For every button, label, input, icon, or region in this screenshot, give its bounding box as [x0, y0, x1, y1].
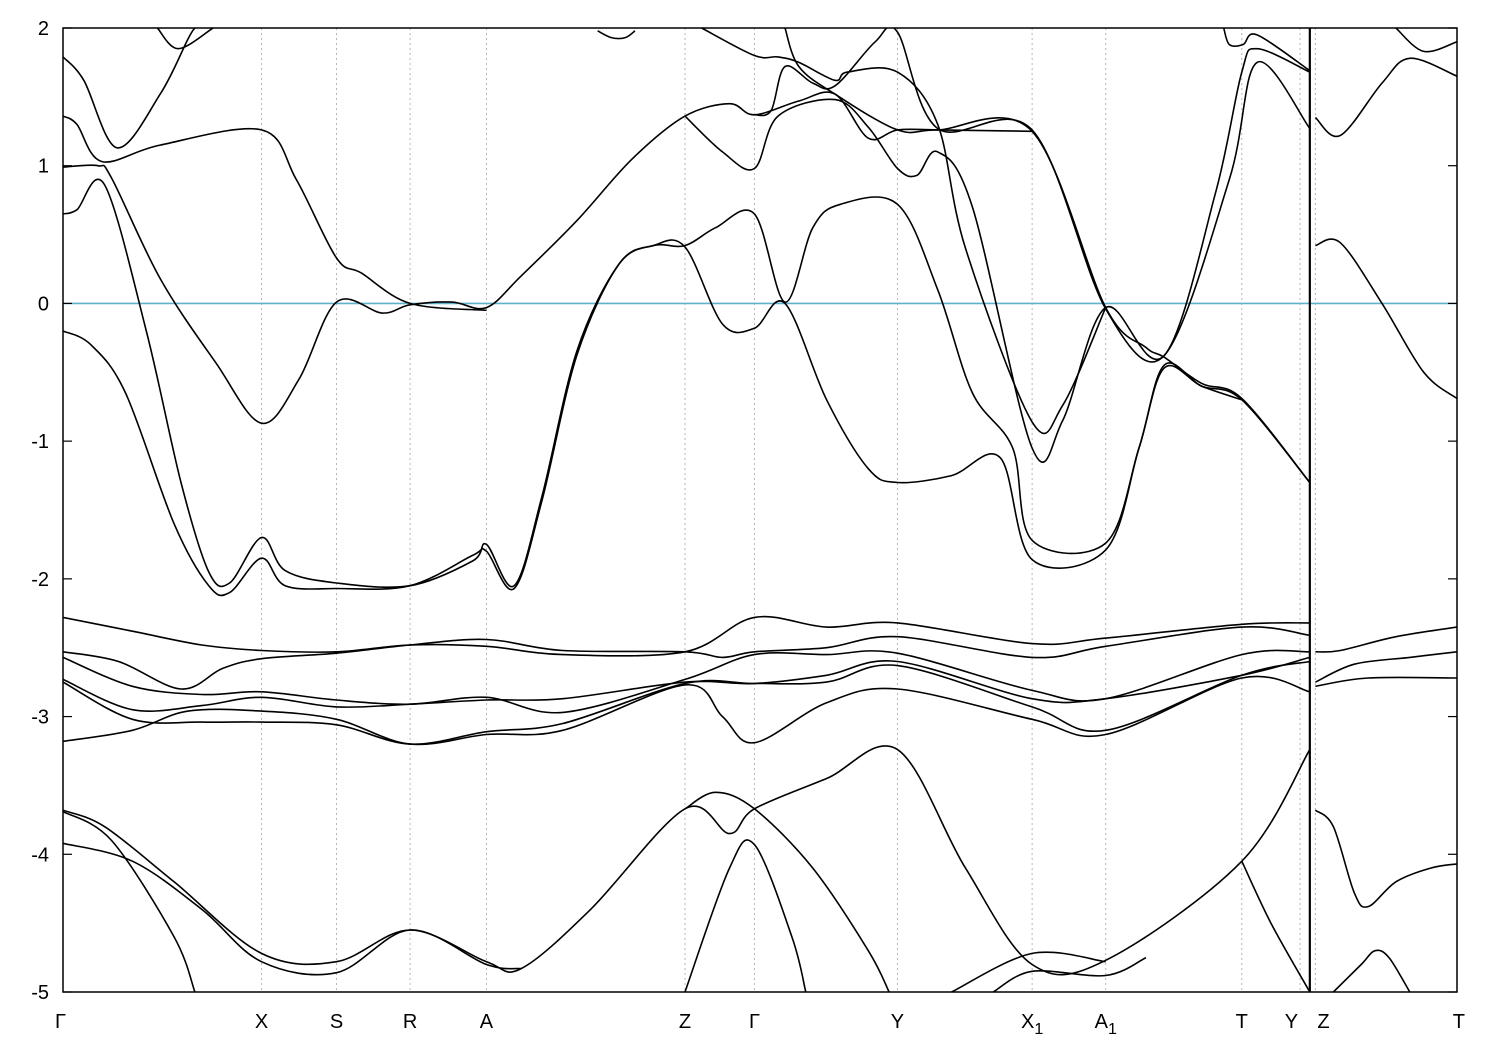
band-32: [992, 956, 1147, 992]
band-16: [1315, 651, 1457, 683]
band-4: [63, 178, 1311, 588]
y-tick-labels: 2 1 0 -1 -2 -3 -4 -5: [31, 18, 49, 1004]
x-tick-label-10: T: [1236, 1011, 1248, 1033]
y-tick-label-6: -4: [31, 844, 49, 866]
y-tick-label-7: -5: [31, 982, 49, 1004]
band-5: [63, 239, 1243, 597]
band-20: [63, 615, 1310, 657]
y-tick-label-3: -1: [31, 431, 49, 453]
x-tick-labels: Γ X S R A Z Γ Y X1 A1 T Y Z T: [55, 1011, 1465, 1038]
band-7: [701, 28, 1107, 435]
band-13: [1395, 28, 1457, 53]
band-24: [63, 660, 1310, 745]
band-27: [63, 842, 522, 976]
band-31: [951, 951, 1106, 992]
high-symmetry-gridlines: [261, 28, 1316, 992]
x-tick-label-6: Γ: [749, 1011, 760, 1033]
band-10: [597, 30, 636, 40]
x-tick-label-4: A: [480, 1011, 494, 1033]
band-18: [1314, 809, 1457, 908]
axes: [62, 27, 1458, 993]
x-tick-label-7: Y: [891, 1011, 904, 1033]
band-11: [1222, 28, 1311, 72]
band-1: [156, 28, 214, 50]
plot-frame: [62, 27, 1458, 993]
band-12: [1314, 57, 1457, 138]
y-tick-label-4: -2: [31, 569, 49, 591]
x-tick-label-0: Γ: [55, 1011, 66, 1033]
band-29: [684, 791, 890, 992]
y-tick-label-2: 0: [38, 293, 49, 315]
band-25: [63, 675, 1311, 746]
x-tick-subscript-8: 1: [1034, 1021, 1043, 1038]
band-9: [784, 28, 1033, 134]
y-tick-label-5: -3: [31, 707, 49, 729]
band-14: [1315, 238, 1457, 400]
x-tick-label-1: X: [255, 1011, 268, 1033]
band-8: [754, 28, 1311, 363]
band-15: [1315, 626, 1457, 653]
x-tick-label-11: Y: [1285, 1011, 1298, 1033]
band-33: [1241, 860, 1311, 992]
x-tick-label-13: T: [1453, 1011, 1465, 1033]
x-tick-label-8: X1: [1021, 1011, 1043, 1038]
band-3: [63, 91, 1311, 484]
band-2: [63, 115, 487, 312]
x-tick-label-5: Z: [679, 1011, 691, 1033]
y-tick-label-1: 1: [38, 156, 49, 178]
y-tick-label-0: 2: [38, 18, 49, 40]
x-tick-label-9: A1: [1095, 1011, 1117, 1038]
band-0: [63, 28, 196, 149]
x-tick-subscript-9: 1: [1108, 1021, 1117, 1038]
band-23: [63, 656, 1310, 712]
band-28: [63, 810, 196, 992]
band-6: [684, 60, 1311, 463]
x-tick-label-3: R: [403, 1011, 417, 1033]
band-curves: [63, 28, 1457, 992]
x-tick-label-12: Z: [1317, 1011, 1329, 1033]
band-30: [684, 839, 807, 992]
band-19: [1332, 949, 1411, 992]
band-17: [1315, 676, 1457, 688]
x-tick-label-2: S: [330, 1011, 343, 1033]
band-26: [63, 745, 1311, 976]
band-21: [63, 626, 1310, 690]
